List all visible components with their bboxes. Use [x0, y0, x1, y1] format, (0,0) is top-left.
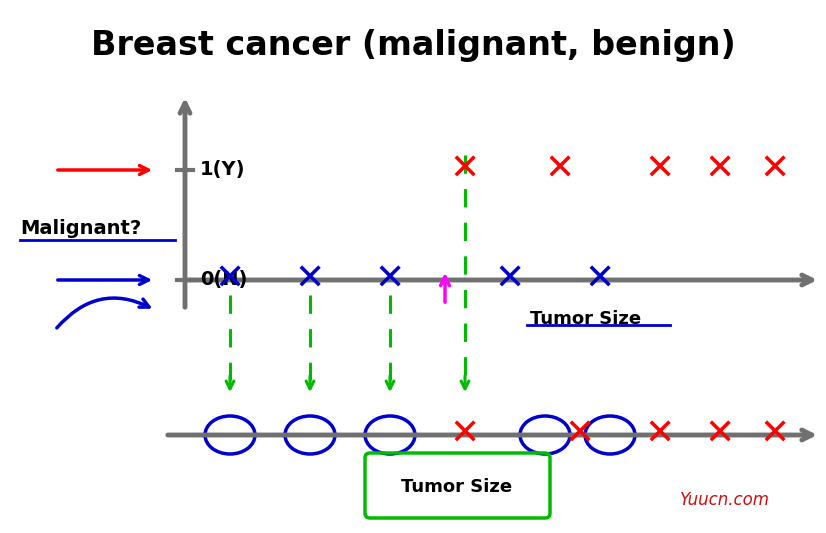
Text: ✕: ✕ [705, 418, 735, 452]
Text: 1(Y): 1(Y) [200, 160, 245, 180]
Text: ✕: ✕ [585, 263, 615, 297]
Text: ✕: ✕ [375, 263, 405, 297]
Text: ✕: ✕ [565, 418, 595, 452]
Text: Malignant?: Malignant? [20, 219, 141, 238]
Text: Tumor Size: Tumor Size [401, 478, 513, 496]
Text: ✕: ✕ [495, 263, 525, 297]
Text: Breast cancer (malignant, benign): Breast cancer (malignant, benign) [91, 28, 735, 61]
Text: ✕: ✕ [295, 263, 325, 297]
Text: ✕: ✕ [545, 153, 575, 187]
Text: ✕: ✕ [760, 153, 790, 187]
Text: ✕: ✕ [450, 418, 480, 452]
Text: Yuucn.com: Yuucn.com [680, 491, 770, 509]
Text: ✕: ✕ [450, 153, 480, 187]
Text: ✕: ✕ [645, 153, 675, 187]
Text: 0(N): 0(N) [200, 271, 247, 289]
Text: Tumor Size: Tumor Size [530, 310, 641, 328]
Text: ✕: ✕ [645, 418, 675, 452]
Text: ✕: ✕ [760, 418, 790, 452]
Text: ✕: ✕ [215, 263, 245, 297]
Text: ✕: ✕ [705, 153, 735, 187]
